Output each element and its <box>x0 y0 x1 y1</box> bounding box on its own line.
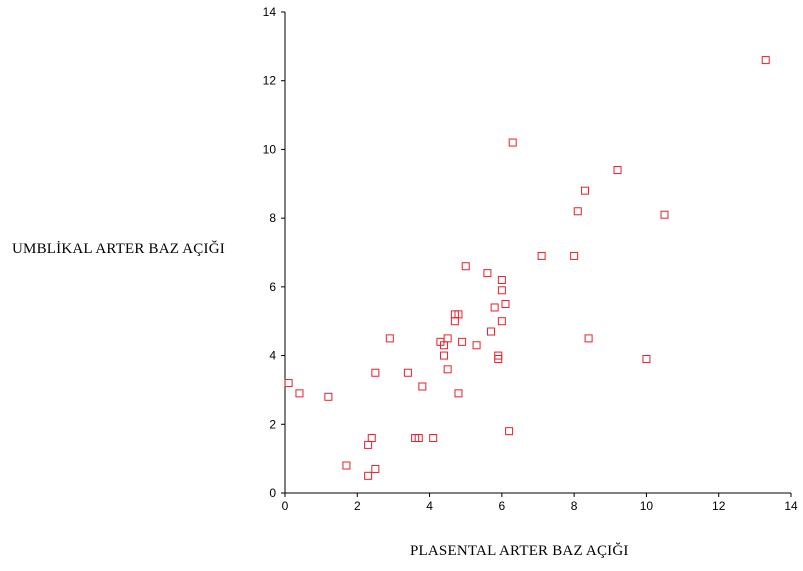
data-point <box>505 427 514 436</box>
data-point <box>385 334 394 343</box>
data-point <box>414 434 423 443</box>
data-point <box>324 392 333 401</box>
x-tick-label: 6 <box>499 499 506 513</box>
y-tick-label: 14 <box>263 5 277 19</box>
x-tick-label: 14 <box>784 499 798 513</box>
data-point <box>573 207 582 216</box>
data-point <box>584 334 593 343</box>
data-point <box>450 317 459 326</box>
data-point <box>371 368 380 377</box>
y-tick-label: 6 <box>269 280 276 294</box>
data-point <box>364 471 373 480</box>
y-tick-label: 4 <box>269 349 276 363</box>
y-tick-label: 2 <box>269 417 276 431</box>
data-point <box>443 334 452 343</box>
data-point <box>580 186 589 195</box>
axes <box>284 12 791 494</box>
data-point <box>367 434 376 443</box>
data-point <box>570 251 579 260</box>
data-point <box>761 56 770 65</box>
data-point <box>497 286 506 295</box>
x-tick-label: 0 <box>282 499 289 513</box>
x-tick-label: 8 <box>571 499 578 513</box>
y-tick-label: 8 <box>269 211 276 225</box>
data-point <box>454 310 463 319</box>
data-point <box>458 337 467 346</box>
data-point <box>613 166 622 175</box>
data-point <box>461 262 470 271</box>
data-point <box>429 434 438 443</box>
y-tick-label: 12 <box>263 74 277 88</box>
y-axis-label: UMBLİKAL ARTER BAZ AÇIĞI <box>12 241 225 257</box>
data-point <box>284 379 293 388</box>
data-point <box>454 389 463 398</box>
data-point <box>364 440 373 449</box>
data-point <box>497 317 506 326</box>
x-tick-label: 4 <box>426 499 433 513</box>
data-point <box>440 351 449 360</box>
data-point <box>342 461 351 470</box>
data-point <box>497 275 506 284</box>
data-point <box>501 300 510 309</box>
data-point <box>490 303 499 312</box>
data-point <box>403 368 412 377</box>
data-point <box>508 138 517 147</box>
x-axis-label: PLASENTAL ARTER BAZ AÇIĞI <box>410 543 629 559</box>
data-point <box>472 341 481 350</box>
data-point <box>487 327 496 336</box>
x-tick-label: 2 <box>354 499 361 513</box>
data-points <box>284 56 770 480</box>
ticks: 0 2 4 6 8 10 12 14 0 2 4 6 8 10 12 14 <box>263 5 798 513</box>
data-point <box>660 210 669 219</box>
y-tick-label: 10 <box>263 142 277 156</box>
data-point <box>371 464 380 473</box>
data-point <box>537 251 546 260</box>
data-point <box>443 365 452 374</box>
data-point <box>483 269 492 278</box>
x-tick-label: 12 <box>712 499 726 513</box>
data-point <box>642 355 651 364</box>
y-tick-label: 0 <box>269 486 276 500</box>
x-tick-label: 10 <box>640 499 654 513</box>
data-point <box>295 389 304 398</box>
data-point <box>418 382 427 391</box>
data-point <box>494 355 503 364</box>
